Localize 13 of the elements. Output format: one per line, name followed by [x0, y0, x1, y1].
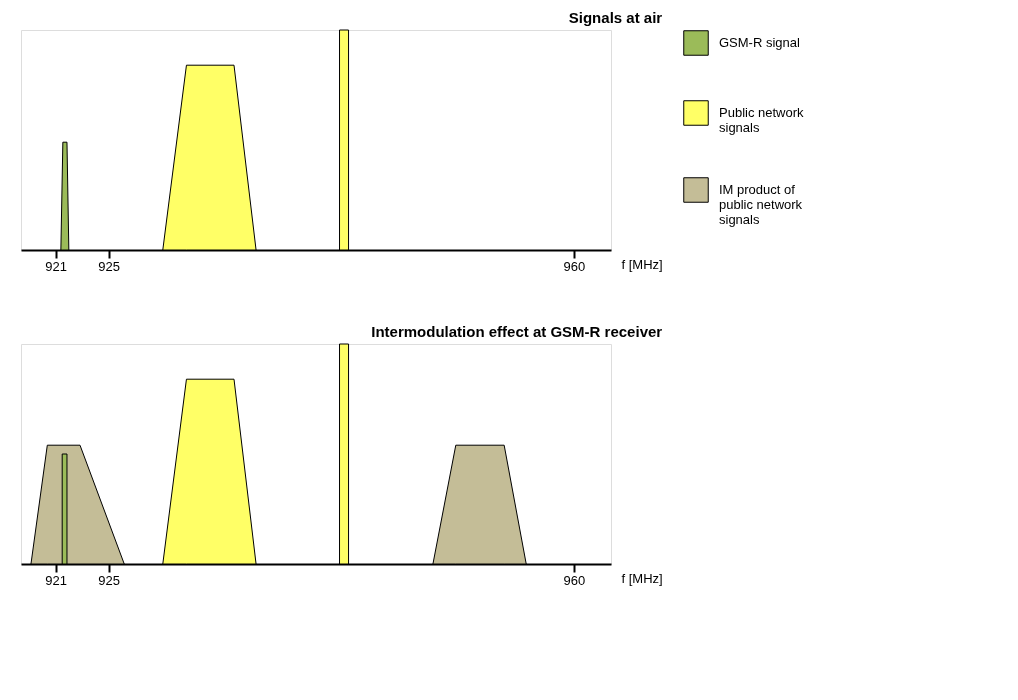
x-tick-label: 925: [98, 572, 121, 588]
chart-title: Intermodulation effect at GSM-R receiver: [371, 322, 663, 340]
chart-title: Signals at air: [568, 8, 663, 26]
legend-label: IM product of public network signals: [719, 182, 803, 227]
x-tick-label: 925: [98, 258, 121, 274]
x-axis-title: f [MHz]: [621, 570, 663, 586]
x-tick-label: 921: [45, 258, 67, 274]
x-tick-label: 921: [45, 572, 67, 588]
legend-label: GSM-R signal: [719, 35, 801, 50]
x-tick-label: 960: [563, 258, 586, 274]
x-tick-label: 960: [563, 572, 586, 588]
legend-label: Public network signals: [719, 105, 805, 135]
x-axis-title: f [MHz]: [621, 256, 663, 272]
